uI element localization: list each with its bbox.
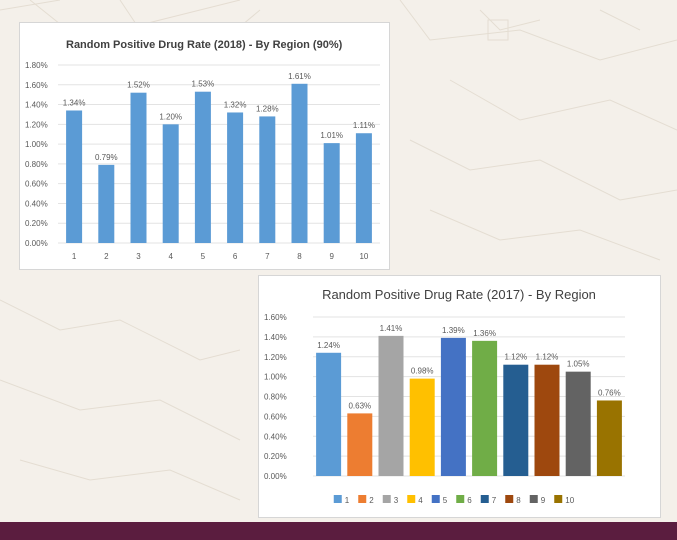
legend-label: 5 <box>443 496 448 505</box>
data-label: 1.39% <box>442 326 465 335</box>
bar <box>98 164 115 243</box>
data-label: 1.11% <box>353 121 375 130</box>
legend-swatch <box>407 495 416 503</box>
bar <box>472 340 498 476</box>
bar <box>194 91 211 243</box>
bar <box>347 413 373 476</box>
data-label: 1.05% <box>567 360 590 369</box>
bar <box>565 371 591 476</box>
bar <box>596 400 622 476</box>
legend-label: 7 <box>492 496 497 505</box>
y-tick-label: 0.60% <box>264 412 287 421</box>
chart-panel-2018: Random Positive Drug Rate (2018) - By Re… <box>19 22 390 270</box>
bar <box>316 352 342 476</box>
legend-label: 3 <box>394 496 399 505</box>
legend-swatch <box>505 495 514 503</box>
y-tick-label: 0.00% <box>25 239 48 248</box>
legend-swatch <box>333 495 342 503</box>
y-tick-label: 1.60% <box>25 81 48 90</box>
y-tick-label: 1.20% <box>25 120 48 129</box>
legend-label: 10 <box>565 496 574 505</box>
data-label: 1.20% <box>159 112 182 121</box>
bar <box>409 378 435 476</box>
legend: 1 2 3 4 5 6 7 8 9 10 <box>333 495 575 505</box>
data-label: 1.34% <box>63 98 86 107</box>
y-tick-label: 0.40% <box>264 432 287 441</box>
legend-swatch <box>529 495 538 503</box>
legend-swatch <box>431 495 440 503</box>
chart-panel-2017: Random Positive Drug Rate (2017) - By Re… <box>258 275 661 518</box>
bar <box>503 364 529 476</box>
x-tick-label: 7 <box>265 252 270 261</box>
footer-bar <box>0 522 677 540</box>
y-tick-label: 1.40% <box>25 101 48 110</box>
y-tick-label: 0.80% <box>264 393 287 402</box>
y-tick-label: 0.00% <box>264 472 287 481</box>
y-tick-label: 1.40% <box>264 333 287 342</box>
legend-swatch <box>456 495 465 503</box>
data-label: 1.12% <box>504 353 527 362</box>
bar <box>162 124 179 243</box>
legend-label: 1 <box>345 496 350 505</box>
bar <box>227 112 244 243</box>
x-tick-label: 3 <box>136 252 141 261</box>
data-label: 1.41% <box>380 324 403 333</box>
chart-title: Random Positive Drug Rate (2018) - By Re… <box>66 39 343 51</box>
y-tick-label: 0.80% <box>25 160 48 169</box>
chart-2017: Random Positive Drug Rate (2017) - By Re… <box>264 287 625 505</box>
data-label: 1.53% <box>192 80 215 89</box>
legend-swatch <box>358 495 367 503</box>
y-tick-label: 0.20% <box>25 219 48 228</box>
data-label: 1.24% <box>317 341 340 350</box>
bar <box>440 337 466 476</box>
bar <box>291 83 308 244</box>
x-tick-label: 6 <box>233 252 238 261</box>
y-tick-label: 0.60% <box>25 180 48 189</box>
legend-label: 9 <box>541 496 546 505</box>
bar <box>259 116 276 243</box>
data-label: 0.76% <box>598 388 621 397</box>
chart-title: Random Positive Drug Rate (2017) - By Re… <box>322 287 596 302</box>
y-tick-label: 1.60% <box>264 313 287 322</box>
data-label: 1.52% <box>127 81 150 90</box>
bar <box>534 364 560 476</box>
data-label: 1.36% <box>473 329 496 338</box>
legend-swatch <box>554 495 563 503</box>
legend-swatch <box>382 495 391 503</box>
y-tick-label: 1.20% <box>264 353 287 362</box>
chart-2018: Random Positive Drug Rate (2018) - By Re… <box>25 39 380 261</box>
data-label: 0.79% <box>95 153 118 162</box>
bar <box>323 143 340 243</box>
data-label: 1.32% <box>224 100 247 109</box>
y-tick-label: 0.40% <box>25 199 48 208</box>
data-label: 1.28% <box>256 104 279 113</box>
x-tick-label: 1 <box>72 252 77 261</box>
x-tick-label: 10 <box>359 252 368 261</box>
bar <box>355 133 372 243</box>
data-label: 1.12% <box>536 353 559 362</box>
y-tick-label: 1.00% <box>264 373 287 382</box>
legend-swatch <box>480 495 489 503</box>
bar <box>130 92 147 243</box>
data-label: 0.98% <box>411 367 434 376</box>
data-label: 0.63% <box>348 401 371 410</box>
legend-label: 6 <box>467 496 472 505</box>
legend-label: 4 <box>418 496 423 505</box>
legend-label: 2 <box>369 496 374 505</box>
data-label: 1.01% <box>320 131 343 140</box>
legend-label: 8 <box>516 496 521 505</box>
y-tick-label: 1.00% <box>25 140 48 149</box>
y-tick-label: 1.80% <box>25 61 48 70</box>
x-tick-label: 2 <box>104 252 109 261</box>
y-tick-label: 0.20% <box>264 452 287 461</box>
bar <box>66 110 83 243</box>
x-tick-label: 8 <box>297 252 302 261</box>
x-tick-label: 9 <box>329 252 334 261</box>
bar <box>378 335 404 476</box>
data-label: 1.61% <box>288 72 311 81</box>
x-tick-label: 4 <box>168 252 173 261</box>
x-tick-label: 5 <box>201 252 206 261</box>
